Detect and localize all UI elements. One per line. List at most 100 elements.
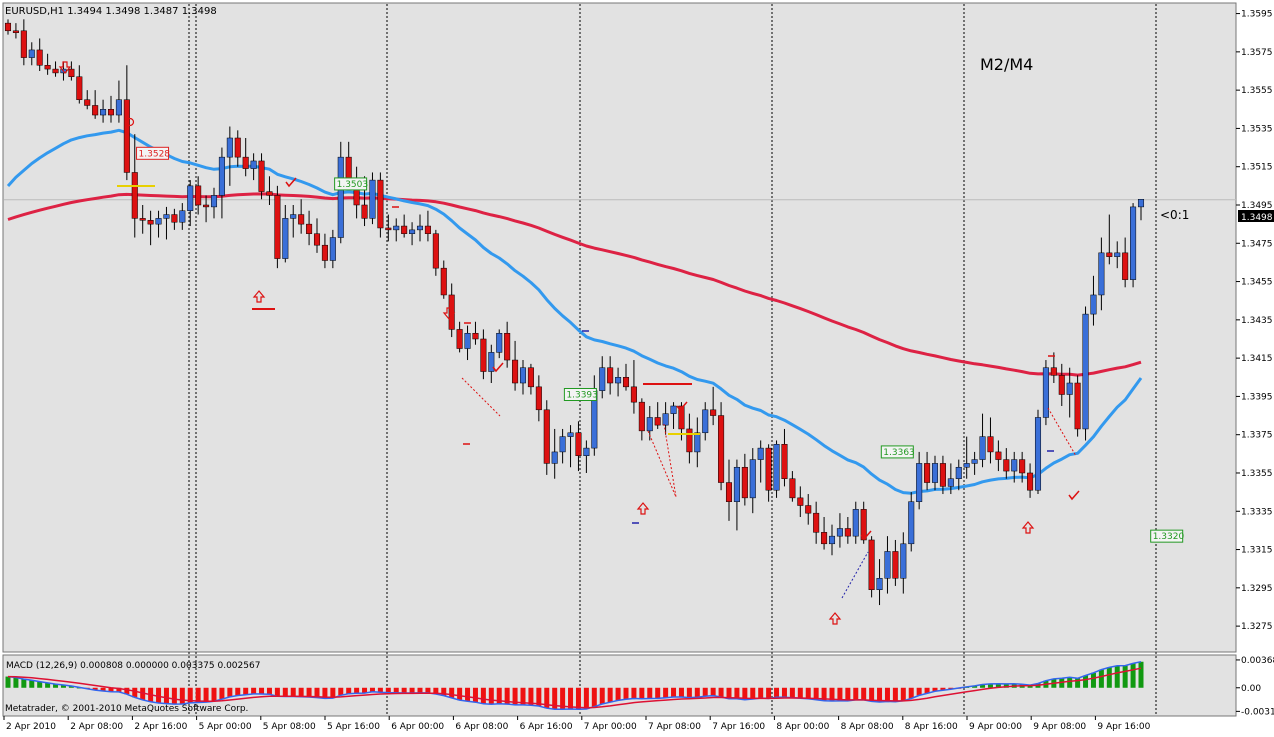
- macd-histogram-bar: [1114, 665, 1120, 688]
- candle-body: [218, 156, 225, 196]
- candle: [543, 400, 550, 475]
- macd-histogram-bar: [45, 682, 51, 688]
- candle: [424, 210, 431, 242]
- candle-body: [401, 225, 408, 234]
- macd-histogram-bar: [528, 687, 534, 706]
- candle-body: [28, 49, 35, 58]
- macd-histogram-bar: [655, 687, 661, 699]
- candle: [805, 494, 812, 525]
- candle-body: [527, 367, 534, 388]
- macd-histogram-bar: [607, 687, 613, 703]
- candle-body: [361, 204, 368, 219]
- candle: [504, 321, 511, 368]
- candle-body: [955, 466, 962, 479]
- macd-signal-line: [7, 667, 1142, 709]
- macd-histogram-bar: [1122, 665, 1128, 688]
- candle: [741, 453, 748, 506]
- candle-body: [702, 409, 709, 434]
- macd-histogram-bar: [156, 687, 162, 703]
- candle-body: [654, 417, 661, 426]
- macd-histogram-bar: [354, 687, 360, 694]
- macd-histogram-bar: [124, 687, 130, 695]
- candle-body: [781, 444, 788, 479]
- candle-body: [464, 332, 471, 349]
- candle-body: [393, 225, 400, 231]
- price-tag: 1.3320: [1150, 529, 1184, 543]
- macd-histogram-bar: [750, 687, 756, 700]
- candle: [76, 65, 83, 104]
- candle: [638, 398, 645, 441]
- time-tick-label: 7 Apr 16:00: [712, 722, 765, 732]
- candle: [567, 425, 574, 468]
- candle: [92, 90, 99, 119]
- candle: [4, 19, 12, 35]
- candle-body: [1098, 252, 1105, 296]
- candle: [583, 440, 590, 473]
- candle: [250, 153, 257, 181]
- macd-histogram-bar: [845, 687, 851, 701]
- candle-body: [480, 338, 487, 372]
- candle-body: [924, 463, 931, 483]
- candle-body: [226, 137, 233, 158]
- macd-histogram-bar: [639, 687, 645, 699]
- candle: [1027, 463, 1034, 498]
- candle-body: [971, 459, 978, 464]
- macd-histogram-bar: [37, 681, 43, 688]
- macd-histogram-bar: [686, 687, 692, 698]
- candle-body: [789, 478, 796, 499]
- macd-label: MACD (12,26,9) 0.000808 0.000000 0.00337…: [6, 661, 260, 671]
- candle-body: [258, 160, 265, 192]
- candle: [686, 413, 693, 464]
- candle-body: [107, 109, 115, 116]
- macd-histogram-bar: [235, 687, 241, 696]
- candle: [274, 185, 281, 269]
- macd-histogram-bar: [766, 687, 772, 699]
- candle-body: [424, 225, 431, 234]
- candle-body: [892, 551, 899, 579]
- candle: [733, 459, 740, 531]
- candle-body: [1106, 252, 1113, 257]
- candle-body: [195, 185, 202, 206]
- candle-body: [678, 405, 685, 430]
- candle-body: [615, 377, 622, 384]
- candle: [52, 61, 59, 77]
- candle: [416, 214, 424, 242]
- candle-body: [1137, 198, 1145, 208]
- macd-histogram-bar: [116, 687, 122, 692]
- candle-body: [147, 220, 154, 225]
- macd-histogram-bar: [496, 687, 502, 704]
- macd-histogram-bar: [290, 687, 296, 697]
- macd-histogram-bar: [203, 687, 209, 703]
- candle-body: [12, 30, 19, 33]
- macd-histogram-bar: [742, 687, 748, 700]
- candle: [947, 463, 954, 495]
- macd-histogram-bar: [536, 687, 542, 707]
- candle-body: [718, 415, 725, 483]
- target-marker: [125, 117, 135, 127]
- macd-tick-label: 0.00: [1241, 684, 1261, 694]
- candle-body: [963, 463, 970, 468]
- up-arrow-icon: [1021, 521, 1035, 534]
- macd-histogram-bar: [171, 687, 177, 705]
- candle-body: [828, 535, 836, 545]
- macd-histogram-bar: [1138, 661, 1144, 688]
- candle-body: [733, 466, 740, 502]
- macd-histogram-bar: [575, 687, 581, 710]
- time-tick-label: 6 Apr 00:00: [391, 722, 444, 732]
- macd-histogram-bar: [306, 687, 312, 698]
- candle: [218, 147, 225, 219]
- candle: [836, 513, 843, 548]
- macd-histogram-bar: [298, 687, 304, 697]
- candle: [100, 99, 107, 123]
- candle-body: [92, 105, 99, 116]
- candle-body: [1074, 382, 1081, 430]
- candle-body: [947, 478, 954, 487]
- macd-histogram-bar: [330, 687, 336, 699]
- macd-histogram-bar: [433, 687, 439, 694]
- candle-body: [409, 229, 416, 234]
- copyright-text: Metatrader, © 2001-2010 MetaQuotes Softw…: [5, 704, 248, 714]
- macd-histogram-bar: [995, 683, 1001, 688]
- macd-histogram-bar: [179, 687, 185, 704]
- macd-histogram-bar: [726, 687, 732, 699]
